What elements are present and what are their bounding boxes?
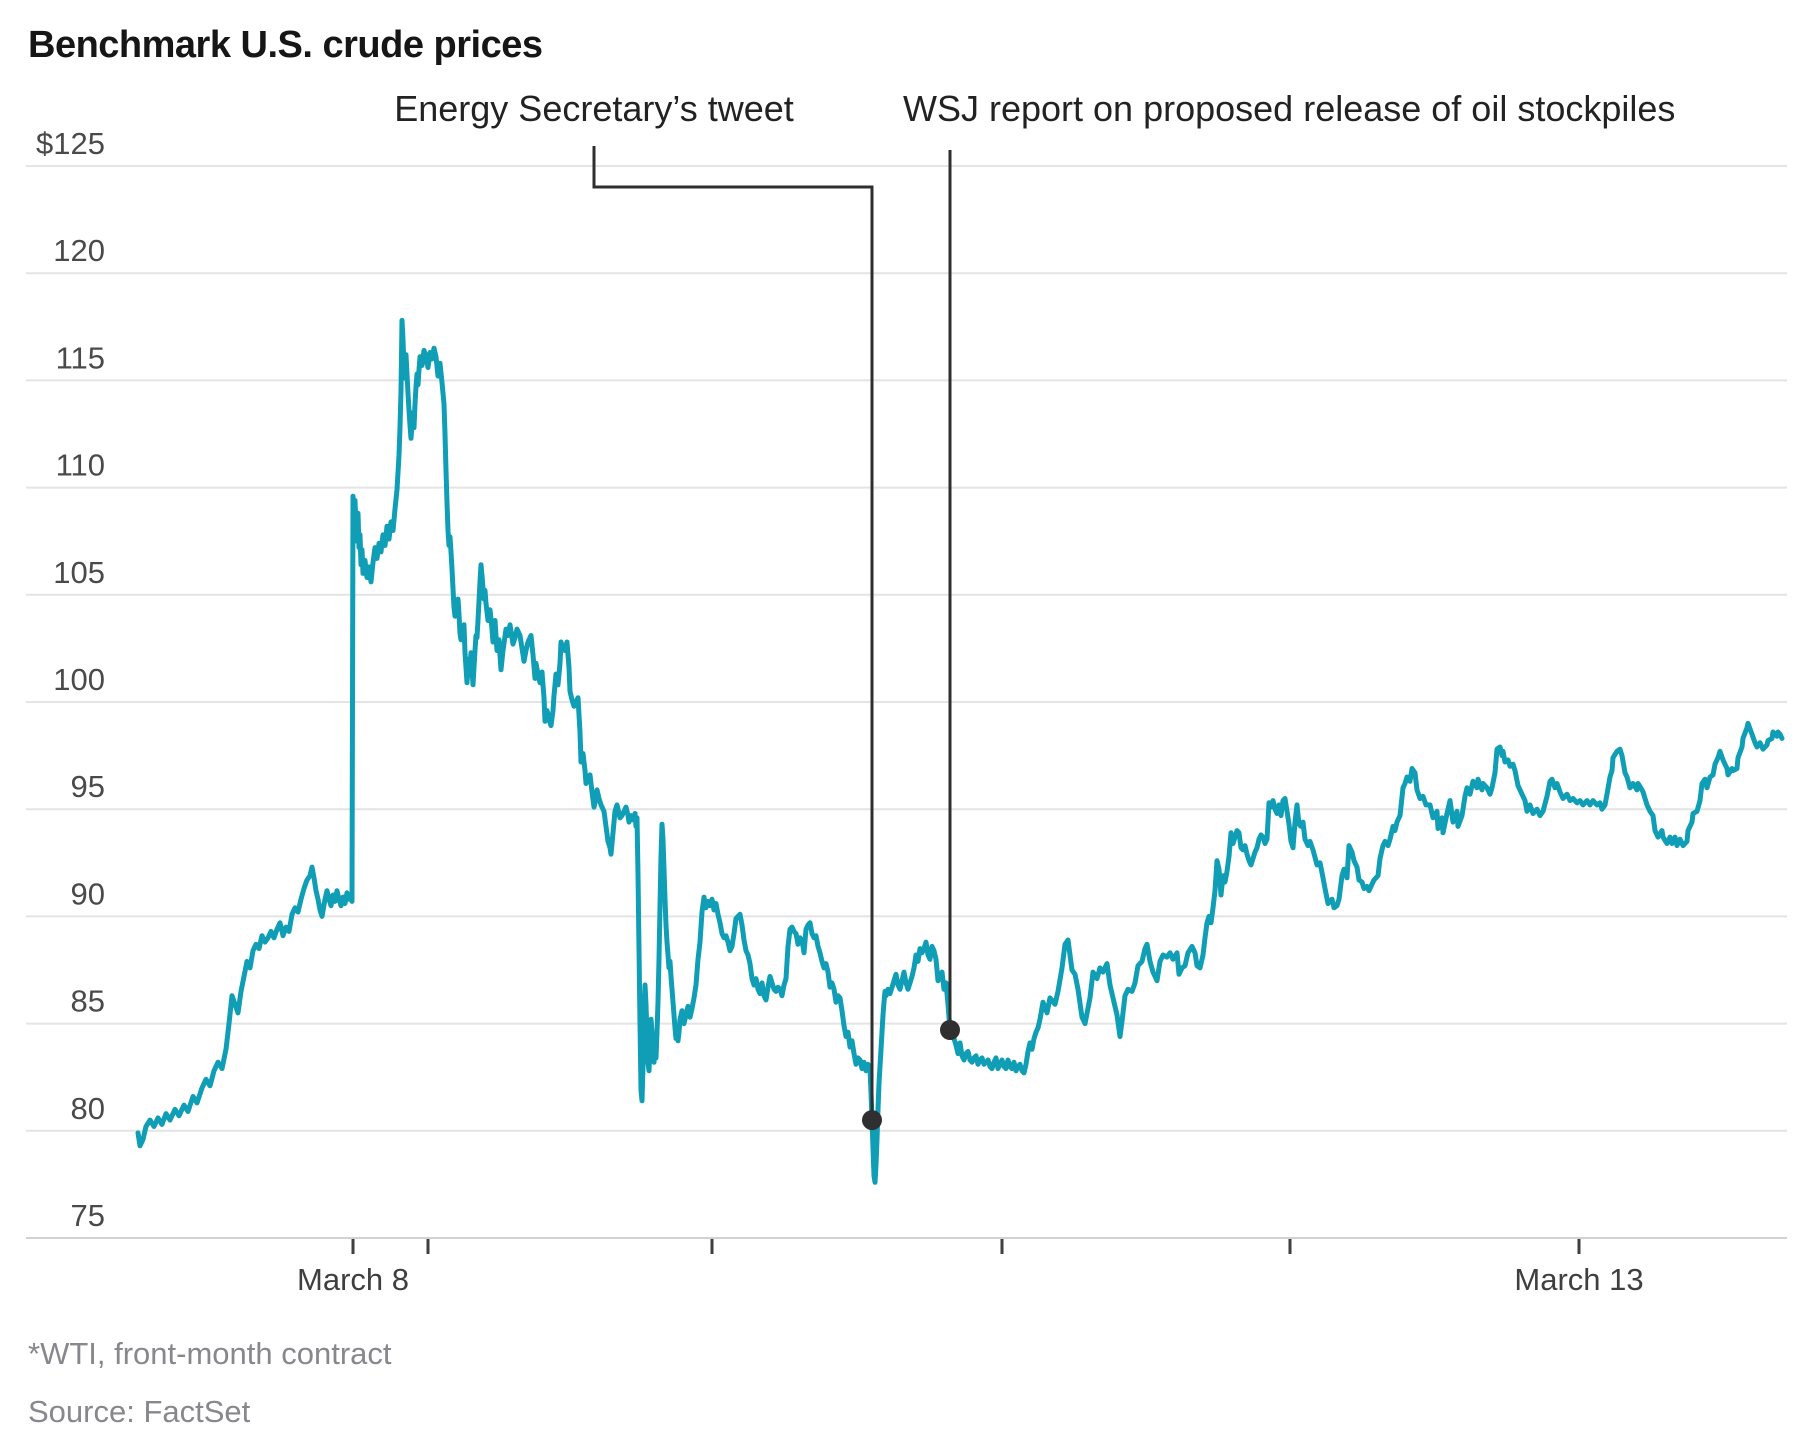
y-tick-label-120: 120 — [53, 233, 105, 268]
footnote-source: Source: FactSet — [28, 1394, 251, 1429]
y-tick-label-110: 110 — [56, 448, 105, 483]
y-tick-label-100: 100 — [53, 662, 105, 697]
annotation-dot-tweet — [862, 1110, 882, 1131]
y-tick-label-85: 85 — [71, 984, 105, 1019]
y-tick-label-105: 105 — [53, 555, 105, 590]
y-tick-label-95: 95 — [71, 769, 105, 804]
x-tick-label-0: March 8 — [297, 1262, 409, 1297]
annotation-dot-wsj-report — [940, 1020, 960, 1040]
y-tick-label-125: $125 — [36, 126, 105, 161]
x-tick-label-1: March 13 — [1514, 1262, 1643, 1297]
y-tick-label-80: 80 — [71, 1091, 105, 1126]
price-line — [135, 317, 1785, 1185]
footnote-contract: *WTI, front-month contract — [28, 1336, 392, 1371]
y-tick-label-75: 75 — [71, 1198, 105, 1233]
leader-line-tweet — [592, 146, 874, 1121]
y-tick-label-90: 90 — [71, 876, 105, 911]
chart-title: Benchmark U.S. crude prices — [28, 24, 543, 66]
annotation-wsj-report: WSJ report on proposed release of oil st… — [903, 88, 1676, 129]
y-tick-label-115: 115 — [56, 340, 105, 375]
annotation-energy-secretary-tweet: Energy Secretary’s tweet — [394, 88, 794, 129]
